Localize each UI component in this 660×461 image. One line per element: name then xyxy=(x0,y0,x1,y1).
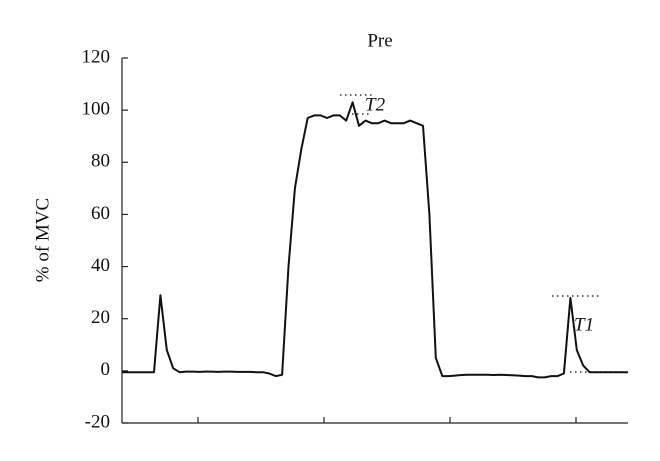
y-tick-label: 40 xyxy=(91,255,110,276)
y-tick-label: 100 xyxy=(82,99,111,120)
data-line xyxy=(122,101,628,379)
y-tick-label: 20 xyxy=(91,307,110,328)
y-tick-label: 0 xyxy=(101,359,111,380)
chart-title: Pre xyxy=(367,30,392,51)
y-tick-label: -20 xyxy=(85,411,110,432)
annotation: T1 xyxy=(574,314,594,335)
y-tick-label: 60 xyxy=(91,203,110,224)
y-tick-label: 80 xyxy=(91,151,110,172)
annotation: T2 xyxy=(365,94,386,115)
x-ticks xyxy=(197,417,577,423)
y-tick-label: 120 xyxy=(82,46,111,67)
y-axis-label: % of MVC xyxy=(32,198,53,282)
